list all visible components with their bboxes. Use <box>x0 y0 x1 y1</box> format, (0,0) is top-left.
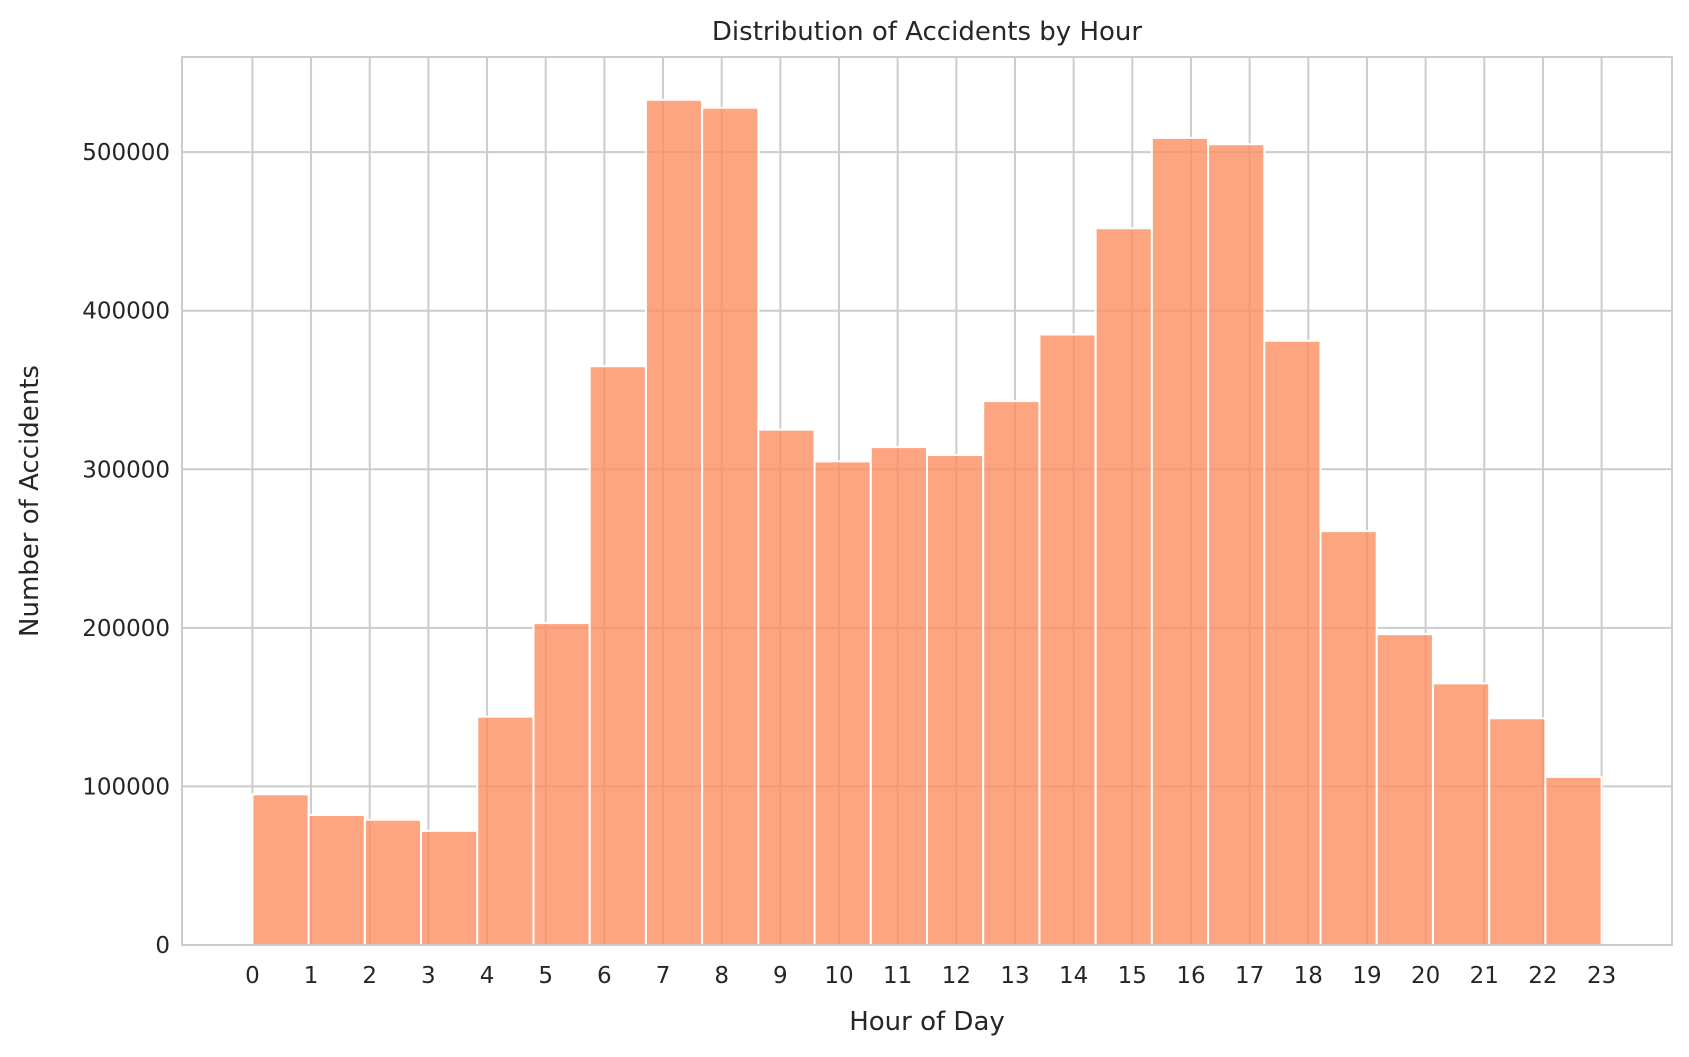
plot-frame <box>181 56 1673 946</box>
x-tick-label: 18 <box>1294 963 1323 989</box>
bar-hour-20 <box>1375 633 1434 946</box>
y-tick-label: 0 <box>155 933 170 959</box>
y-tick-label: 200000 <box>82 616 170 642</box>
x-tick-label: 3 <box>421 963 436 989</box>
x-tick-label: 1 <box>304 963 319 989</box>
bar-hour-5 <box>532 622 591 946</box>
x-tick-label: 15 <box>1118 963 1147 989</box>
bar-hour-11 <box>869 446 929 946</box>
x-tick-label: 21 <box>1470 963 1499 989</box>
x-tick-label: 13 <box>1000 963 1029 989</box>
y-tick-label: 300000 <box>82 457 170 483</box>
y-tick-labels: 0 100000 200000 300000 400000 500000 <box>82 140 170 959</box>
bars <box>251 98 1603 947</box>
y-tick-label: 400000 <box>82 299 170 325</box>
x-tick-label: 9 <box>773 963 788 989</box>
x-tick-label: 5 <box>538 963 553 989</box>
bar-hour-22 <box>1488 717 1547 946</box>
x-tick-labels: 0 1 2 3 4 5 6 7 8 9 10 11 12 13 14 15 16 17 18 19 20 21 22 23 <box>245 963 1616 989</box>
x-axis-title: Hour of Day <box>849 1007 1005 1037</box>
bar-hour-2 <box>363 818 423 947</box>
x-tick-label: 19 <box>1352 963 1381 989</box>
y-tick-label: 500000 <box>82 140 170 166</box>
x-tick-label: 12 <box>942 963 971 989</box>
x-tick-label: 6 <box>597 963 612 989</box>
x-tick-label: 14 <box>1059 963 1088 989</box>
x-tick-label: 0 <box>245 963 260 989</box>
x-tick-label: 22 <box>1528 963 1557 989</box>
bar-hour-4 <box>476 715 535 947</box>
x-tick-label: 4 <box>480 963 495 989</box>
y-axis-title: Number of Accidents <box>15 365 45 637</box>
bar-hour-17 <box>1207 143 1266 946</box>
bar-hour-12 <box>926 454 985 946</box>
x-tick-label: 2 <box>362 963 377 989</box>
x-tick-label: 20 <box>1411 963 1440 989</box>
bar-hour-15 <box>1094 227 1153 946</box>
bar-hour-9 <box>757 428 816 946</box>
bar-hour-6 <box>588 365 647 946</box>
x-tick-label: 16 <box>1176 963 1205 989</box>
x-tick-label: 7 <box>656 963 671 989</box>
x-tick-label: 10 <box>824 963 853 989</box>
bar-hour-13 <box>982 400 1041 947</box>
x-tick-label: 23 <box>1587 963 1616 989</box>
chart-title: Distribution of Accidents by Hour <box>712 17 1142 47</box>
bar-hour-23 <box>1544 775 1603 947</box>
bar-hour-10 <box>813 460 872 946</box>
y-tick-label: 100000 <box>82 774 170 800</box>
x-tick-label: 17 <box>1235 963 1264 989</box>
bar-hour-8 <box>701 106 760 946</box>
bar-hour-19 <box>1319 530 1378 947</box>
bar-hour-0 <box>251 793 310 946</box>
bar-hour-21 <box>1431 682 1491 946</box>
bar-hour-18 <box>1263 339 1322 947</box>
x-tick-label: 8 <box>714 963 729 989</box>
x-tick-label: 11 <box>883 963 912 989</box>
bar-hour-14 <box>1038 333 1097 946</box>
bar-hour-7 <box>644 98 704 947</box>
bar-hour-16 <box>1150 136 1210 947</box>
bar-hour-1 <box>307 813 366 946</box>
bar-hour-3 <box>420 829 479 946</box>
